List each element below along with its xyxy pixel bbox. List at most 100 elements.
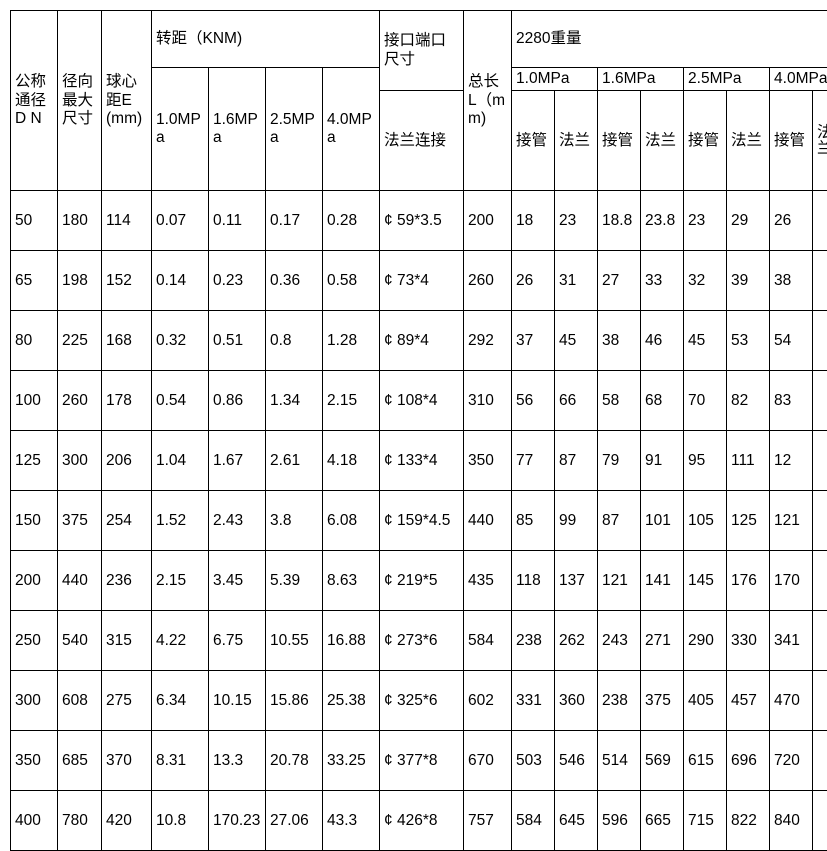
cell-weight-4-0mpa-flange [813, 731, 827, 791]
cell-weight-2-5mpa-pipe: 105 [684, 491, 727, 551]
header-total-length: 总长 L（mm) [464, 11, 512, 191]
cell-torque-1-0mpa: 1.52 [152, 491, 209, 551]
cell-weight-2-5mpa-flange: 457 [727, 671, 770, 731]
header-port-size: 接口端口尺寸 [380, 11, 464, 91]
cell-ball-center-distance: 315 [102, 611, 152, 671]
cell-ball-center-distance: 178 [102, 371, 152, 431]
cell-torque-2-5mpa: 10.55 [266, 611, 323, 671]
cell-weight-1-6mpa-flange: 141 [641, 551, 684, 611]
cell-total-length: 757 [464, 791, 512, 851]
cell-weight-4-0mpa-pipe: 54 [770, 311, 813, 371]
header-row-groups: 公称通径D N 径向最大尺寸 球心距E(mm) 转距（KNM) 接口端口尺寸 总… [11, 11, 827, 68]
cell-weight-1-0mpa-flange: 87 [555, 431, 598, 491]
cell-weight-4-0mpa-pipe: 470 [770, 671, 813, 731]
cell-total-length: 435 [464, 551, 512, 611]
cell-ball-center-distance: 254 [102, 491, 152, 551]
cell-weight-1-0mpa-pipe: 331 [512, 671, 555, 731]
cell-weight-1-6mpa-pipe: 79 [598, 431, 641, 491]
cell-weight-2-5mpa-pipe: 405 [684, 671, 727, 731]
cell-dn: 250 [11, 611, 58, 671]
cell-outer-diameter: 440 [58, 551, 102, 611]
cell-weight-4-0mpa-pipe: 26 [770, 191, 813, 251]
cell-total-length: 292 [464, 311, 512, 371]
cell-torque-1-6mpa: 170.23 [209, 791, 266, 851]
cell-weight-4-0mpa-pipe: 38 [770, 251, 813, 311]
cell-torque-1-0mpa: 0.54 [152, 371, 209, 431]
cell-weight-1-6mpa-flange: 46 [641, 311, 684, 371]
cell-outer-diameter: 180 [58, 191, 102, 251]
cell-ball-center-distance: 152 [102, 251, 152, 311]
cell-total-length: 310 [464, 371, 512, 431]
cell-torque-4-0mpa: 2.15 [323, 371, 380, 431]
cell-outer-diameter: 225 [58, 311, 102, 371]
cell-torque-2-5mpa: 20.78 [266, 731, 323, 791]
cell-weight-1-0mpa-flange: 645 [555, 791, 598, 851]
cell-torque-4-0mpa: 16.88 [323, 611, 380, 671]
cell-weight-4-0mpa-pipe: 83 [770, 371, 813, 431]
header-weight-4-0mpa-flange-label: 法兰 [817, 125, 827, 158]
cell-outer-diameter: 375 [58, 491, 102, 551]
cell-port-size: ¢ 325*6 [380, 671, 464, 731]
cell-weight-4-0mpa-pipe: 121 [770, 491, 813, 551]
cell-weight-2-5mpa-pipe: 95 [684, 431, 727, 491]
cell-weight-1-6mpa-pipe: 243 [598, 611, 641, 671]
cell-total-length: 260 [464, 251, 512, 311]
cell-torque-2-5mpa: 0.8 [266, 311, 323, 371]
cell-weight-2-5mpa-flange: 82 [727, 371, 770, 431]
cell-weight-4-0mpa-pipe: 840 [770, 791, 813, 851]
cell-port-size: ¢ 73*4 [380, 251, 464, 311]
cell-weight-1-0mpa-pipe: 56 [512, 371, 555, 431]
cell-weight-4-0mpa-pipe: 341 [770, 611, 813, 671]
cell-torque-2-5mpa: 0.36 [266, 251, 323, 311]
cell-weight-1-6mpa-flange: 91 [641, 431, 684, 491]
cell-weight-4-0mpa-flange [813, 551, 827, 611]
cell-torque-1-6mpa: 2.43 [209, 491, 266, 551]
cell-outer-diameter: 260 [58, 371, 102, 431]
cell-torque-2-5mpa: 5.39 [266, 551, 323, 611]
cell-weight-1-6mpa-flange: 33 [641, 251, 684, 311]
cell-weight-1-6mpa-flange: 665 [641, 791, 684, 851]
cell-weight-4-0mpa-flange [813, 491, 827, 551]
cell-torque-1-6mpa: 1.67 [209, 431, 266, 491]
cell-weight-2-5mpa-pipe: 290 [684, 611, 727, 671]
cell-port-size: ¢ 273*6 [380, 611, 464, 671]
cell-ball-center-distance: 275 [102, 671, 152, 731]
cell-weight-1-0mpa-flange: 360 [555, 671, 598, 731]
cell-weight-2-5mpa-pipe: 23 [684, 191, 727, 251]
cell-port-size: ¢ 108*4 [380, 371, 464, 431]
cell-weight-1-6mpa-pipe: 27 [598, 251, 641, 311]
cell-weight-1-0mpa-flange: 137 [555, 551, 598, 611]
valve-specification-table: 公称通径D N 径向最大尺寸 球心距E(mm) 转距（KNM) 接口端口尺寸 总… [10, 10, 827, 851]
cell-port-size: ¢ 426*8 [380, 791, 464, 851]
cell-port-size: ¢ 89*4 [380, 311, 464, 371]
cell-weight-1-0mpa-pipe: 503 [512, 731, 555, 791]
cell-weight-1-6mpa-pipe: 238 [598, 671, 641, 731]
cell-ball-center-distance: 370 [102, 731, 152, 791]
cell-torque-1-0mpa: 1.04 [152, 431, 209, 491]
cell-torque-1-6mpa: 0.51 [209, 311, 266, 371]
cell-torque-4-0mpa: 0.28 [323, 191, 380, 251]
cell-weight-1-6mpa-pipe: 38 [598, 311, 641, 371]
cell-dn: 200 [11, 551, 58, 611]
header-torque-group: 转距（KNM) [152, 11, 380, 68]
header-weight-2-5mpa-flange: 法兰 [727, 91, 770, 191]
header-weight-2-5mpa-pipe: 接管 [684, 91, 727, 191]
cell-total-length: 200 [464, 191, 512, 251]
cell-torque-4-0mpa: 43.3 [323, 791, 380, 851]
header-weight-4-0mpa-flange: 法兰 [813, 91, 827, 191]
cell-weight-4-0mpa-flange [813, 251, 827, 311]
cell-weight-1-6mpa-flange: 569 [641, 731, 684, 791]
cell-torque-1-0mpa: 6.34 [152, 671, 209, 731]
cell-port-size: ¢ 377*8 [380, 731, 464, 791]
header-dn: 公称通径D N [11, 11, 58, 191]
cell-torque-1-0mpa: 0.14 [152, 251, 209, 311]
header-weight-4-0mpa-pipe: 接管 [770, 91, 813, 191]
cell-weight-1-6mpa-flange: 101 [641, 491, 684, 551]
cell-weight-4-0mpa-pipe: 12 [770, 431, 813, 491]
cell-weight-1-0mpa-pipe: 26 [512, 251, 555, 311]
